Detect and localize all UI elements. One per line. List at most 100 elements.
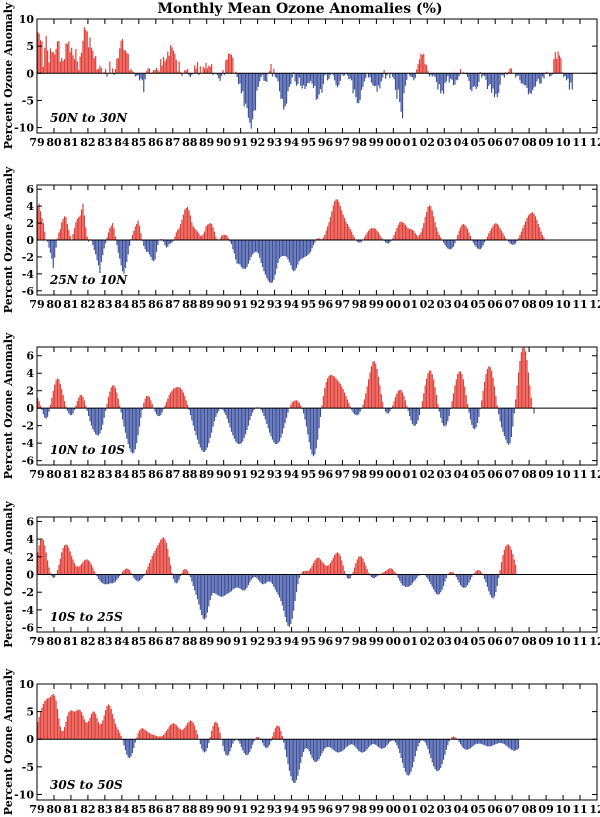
anomaly-bar [243,408,245,438]
anomaly-bar [96,69,98,74]
anomaly-bar [92,567,94,575]
anomaly-bar [377,739,380,747]
anomaly-bar [110,574,112,584]
anomaly-bar [229,739,231,752]
anomaly-bar [295,400,298,409]
anomaly-bar [325,739,327,748]
anomaly-bar [225,234,227,240]
anomaly-bar [458,574,460,583]
anomaly-bar [281,408,283,434]
anomaly-bar [191,222,193,240]
anomaly-bar [382,739,384,749]
anomaly-bar [205,408,207,451]
anomaly-bar [496,574,498,586]
anomaly-bar [116,574,118,580]
x-tick-label: 06 [488,468,504,481]
anomaly-bar [259,73,261,82]
anomaly-bar [134,73,136,77]
anomaly-bar [68,547,70,575]
anomaly-bar [283,408,285,429]
x-tick-label: 06 [488,803,504,816]
anomaly-bar [366,739,368,750]
anomaly-bar [428,73,430,77]
x-tick-label: 97 [335,136,350,149]
anomaly-bar [394,572,397,575]
anomaly-bar [377,376,380,409]
anomaly-bar [240,408,242,444]
anomaly-bar [331,211,333,240]
anomaly-bar [212,725,214,740]
anomaly-bar [474,572,476,575]
x-tick-label: 96 [318,298,334,311]
anomaly-bar [39,712,42,740]
anomaly-bar [474,739,476,745]
anomaly-bar [287,73,289,92]
anomaly-bar [269,408,271,433]
anomaly-bar [515,399,517,409]
anomaly-bar [339,73,341,81]
anomaly-bar [300,405,302,409]
anomaly-bar [137,220,139,240]
anomaly-bar [66,545,68,575]
anomaly-bar [310,408,312,450]
anomaly-bar [181,572,183,575]
anomaly-bar [129,408,131,449]
anomaly-bar [281,574,283,606]
anomaly-bar [338,553,340,575]
x-tick-label: 98 [352,635,368,648]
anomaly-bar [233,240,235,254]
anomaly-bar [107,574,109,585]
x-tick-label: 95 [301,803,316,816]
anomaly-bar [178,61,180,74]
anomaly-bar [394,739,397,743]
x-tick-label: 07 [504,803,519,816]
anomaly-bar [62,218,64,240]
anomaly-bar [191,408,193,421]
anomaly-bar [492,574,494,599]
anomaly-bar [379,234,381,240]
anomaly-bar [478,240,480,250]
anomaly-bar [349,229,351,240]
anomaly-bar [195,68,197,74]
anomaly-bar [237,574,240,588]
anomaly-bar [253,240,255,253]
anomaly-bar [45,35,47,74]
anomaly-bar [334,739,336,751]
anomaly-bar [558,55,561,74]
anomaly-bar [478,73,480,82]
y-tick-label: -5 [22,761,34,774]
anomaly-bar [201,574,203,616]
anomaly-bar [458,73,460,76]
anomaly-bar [123,240,125,274]
anomaly-bar [458,739,460,742]
x-tick-label: 80 [46,803,62,816]
anomaly-bar [158,542,160,575]
anomaly-bar [426,739,428,746]
anomaly-bar [401,73,404,119]
anomaly-bar [93,58,95,74]
x-tick-label: 87 [165,298,180,311]
anomaly-bar [445,408,447,425]
anomaly-bar [109,391,111,409]
anomaly-bar [126,52,128,74]
anomaly-bar [327,739,329,747]
anomaly-bar [308,570,310,575]
anomaly-bar [359,73,361,100]
anomaly-bar [404,224,406,240]
anomaly-bar [105,240,107,244]
anomaly-bar [239,574,241,589]
x-tick-label: 95 [301,468,316,481]
anomaly-bar [399,73,401,103]
x-tick-label: 08 [521,298,537,311]
anomaly-bar [38,203,40,240]
anomaly-bar [469,408,472,420]
anomaly-bar [491,574,493,598]
anomaly-bar [270,64,272,74]
anomaly-bar [459,371,462,409]
x-tick-label: 05 [471,803,486,816]
x-tick-label: 02 [420,136,435,149]
anomaly-bar [80,52,83,74]
anomaly-bar [212,73,214,75]
anomaly-bar [114,723,117,740]
anomaly-bar [85,227,87,240]
